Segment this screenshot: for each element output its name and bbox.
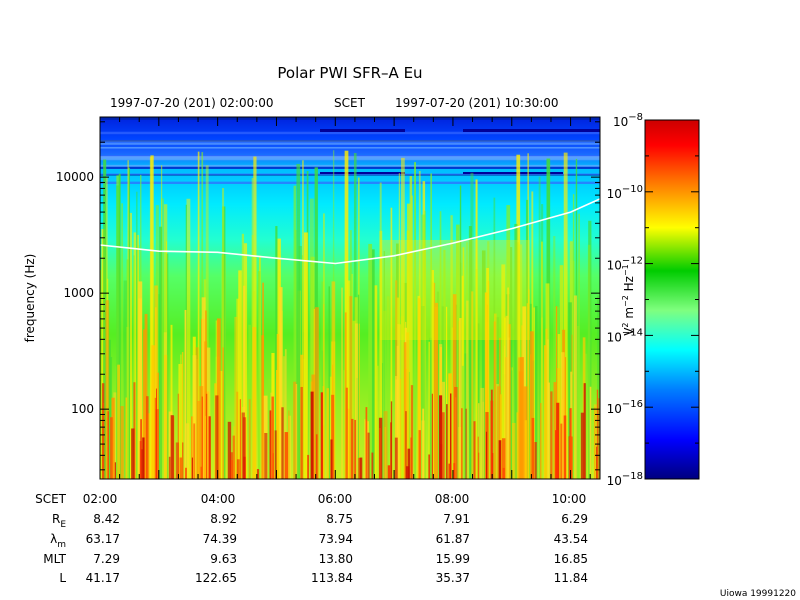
- ephemeris-value: 74.39: [203, 532, 237, 546]
- cutoff-frequency-trace: [100, 198, 600, 265]
- x-tick-label: 10:00: [552, 492, 587, 506]
- y-axis-label: frequency (Hz): [23, 254, 37, 343]
- chart-title: Polar PWI SFR–A Eu: [277, 64, 422, 82]
- x-tick-label: 06:00: [318, 492, 353, 506]
- header-scet: SCET: [334, 96, 366, 110]
- footer-stamp: Uiowa 19991220: [720, 589, 796, 599]
- ephemeris-row-label: SCET: [35, 492, 67, 506]
- x-tick-label: 02:00: [83, 492, 118, 506]
- colorbar-label: V2 m−2 Hz−1: [621, 264, 636, 336]
- colorbar-tick-label: 10−18: [607, 471, 643, 488]
- x-tick-label: 08:00: [435, 492, 470, 506]
- y-tick-label: 10000: [56, 170, 94, 184]
- colorbar-tick-label: 10−16: [607, 399, 643, 416]
- ephemeris-value: 11.84: [554, 571, 588, 585]
- ephemeris-value: 6.29: [561, 512, 588, 526]
- ephemeris-value: 43.54: [554, 532, 588, 546]
- ephemeris-value: 8.92: [210, 512, 237, 526]
- ephemeris-value: 61.87: [436, 532, 470, 546]
- ephemeris-value: 35.37: [436, 571, 470, 585]
- colorbar-tick-label: 10−8: [613, 112, 643, 129]
- header-end-time: 1997-07-20 (201) 10:30:00: [395, 96, 559, 110]
- ephemeris-table: SCET RE λm MLT L 02:00 04:00 06:00 08:00 10:00 8.4…: [35, 492, 588, 585]
- x-tick-label: 04:00: [201, 492, 236, 506]
- ephemeris-value: 73.94: [319, 532, 353, 546]
- ephemeris-value: 7.29: [93, 552, 120, 566]
- colorbar-tick-label: 10−14: [607, 327, 643, 344]
- ephemeris-value: 16.85: [554, 552, 588, 566]
- colorbar: 10−8 10−10 10−12 10−14 10−16 10−18 V2 m−2 Hz−…: [607, 112, 700, 488]
- ephemeris-value: 122.65: [195, 571, 237, 585]
- ephemeris-value: 13.80: [319, 552, 353, 566]
- plot-area: [99, 116, 601, 480]
- y-tick-label: 1000: [63, 286, 94, 300]
- ephemeris-row-label: λm: [50, 532, 66, 550]
- ephemeris-value: 41.17: [86, 571, 120, 585]
- header-start-time: 1997-07-20 (201) 02:00:00: [110, 96, 274, 110]
- ephemeris-value: 15.99: [436, 552, 470, 566]
- ephemeris-row-label: MLT: [43, 552, 66, 566]
- colorbar-tick-label: 10−10: [607, 184, 643, 201]
- ephemeris-value: 8.75: [326, 512, 353, 526]
- ephemeris-value: 7.91: [443, 512, 470, 526]
- ephemeris-row-label: RE: [52, 512, 66, 530]
- ephemeris-value: 113.84: [311, 571, 353, 585]
- y-tick-label: 100: [71, 402, 94, 416]
- ephemeris-value: 9.63: [210, 552, 237, 566]
- ephemeris-value: 63.17: [86, 532, 120, 546]
- colorbar-tick-label: 10−12: [607, 256, 643, 273]
- ephemeris-row-label: L: [59, 571, 66, 585]
- ephemeris-value: 8.42: [93, 512, 120, 526]
